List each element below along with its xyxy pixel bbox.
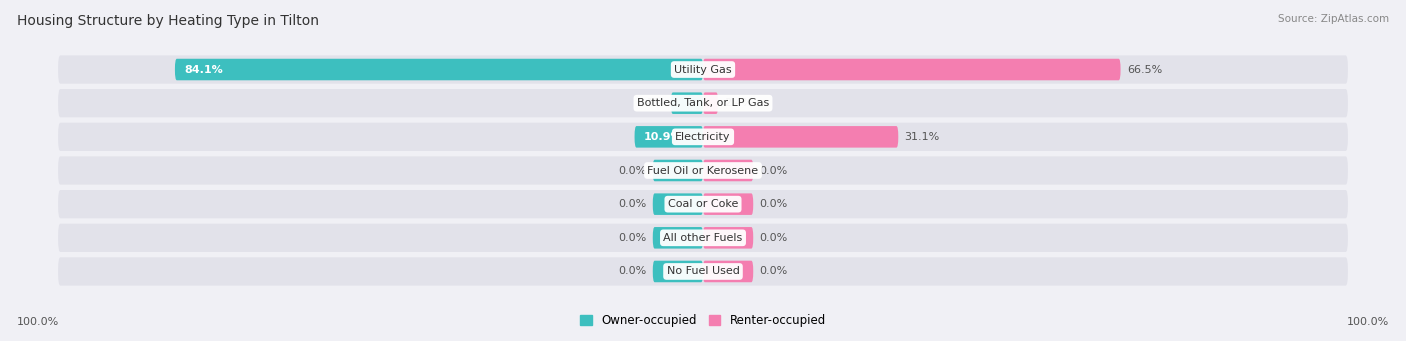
FancyBboxPatch shape: [703, 227, 754, 249]
Text: 100.0%: 100.0%: [17, 317, 59, 327]
Text: Bottled, Tank, or LP Gas: Bottled, Tank, or LP Gas: [637, 98, 769, 108]
FancyBboxPatch shape: [671, 92, 703, 114]
Text: Source: ZipAtlas.com: Source: ZipAtlas.com: [1278, 14, 1389, 24]
FancyBboxPatch shape: [58, 157, 1348, 184]
Text: 0.0%: 0.0%: [619, 233, 647, 243]
Text: 0.0%: 0.0%: [759, 199, 787, 209]
FancyBboxPatch shape: [703, 126, 898, 148]
Text: Fuel Oil or Kerosene: Fuel Oil or Kerosene: [647, 165, 759, 176]
FancyBboxPatch shape: [703, 261, 754, 282]
Text: 84.1%: 84.1%: [184, 64, 224, 75]
FancyBboxPatch shape: [652, 160, 703, 181]
FancyBboxPatch shape: [58, 224, 1348, 252]
FancyBboxPatch shape: [652, 261, 703, 282]
Text: Electricity: Electricity: [675, 132, 731, 142]
FancyBboxPatch shape: [58, 89, 1348, 117]
Text: 2.4%: 2.4%: [724, 98, 752, 108]
Text: 0.0%: 0.0%: [759, 233, 787, 243]
Text: No Fuel Used: No Fuel Used: [666, 266, 740, 277]
FancyBboxPatch shape: [703, 59, 1121, 80]
Text: 0.0%: 0.0%: [619, 266, 647, 277]
Text: 100.0%: 100.0%: [1347, 317, 1389, 327]
FancyBboxPatch shape: [652, 227, 703, 249]
Text: All other Fuels: All other Fuels: [664, 233, 742, 243]
FancyBboxPatch shape: [703, 92, 718, 114]
Legend: Owner-occupied, Renter-occupied: Owner-occupied, Renter-occupied: [575, 309, 831, 332]
FancyBboxPatch shape: [703, 193, 754, 215]
Text: Utility Gas: Utility Gas: [675, 64, 731, 75]
Text: 66.5%: 66.5%: [1126, 64, 1163, 75]
Text: Coal or Coke: Coal or Coke: [668, 199, 738, 209]
FancyBboxPatch shape: [58, 257, 1348, 286]
FancyBboxPatch shape: [634, 126, 703, 148]
FancyBboxPatch shape: [174, 59, 703, 80]
Text: 5.1%: 5.1%: [637, 98, 665, 108]
Text: 0.0%: 0.0%: [759, 165, 787, 176]
Text: Housing Structure by Heating Type in Tilton: Housing Structure by Heating Type in Til…: [17, 14, 319, 28]
FancyBboxPatch shape: [58, 55, 1348, 84]
FancyBboxPatch shape: [58, 123, 1348, 151]
Text: 0.0%: 0.0%: [619, 165, 647, 176]
FancyBboxPatch shape: [652, 193, 703, 215]
Text: 31.1%: 31.1%: [904, 132, 939, 142]
Text: 0.0%: 0.0%: [759, 266, 787, 277]
Text: 0.0%: 0.0%: [619, 199, 647, 209]
Text: 10.9%: 10.9%: [644, 132, 682, 142]
FancyBboxPatch shape: [703, 160, 754, 181]
FancyBboxPatch shape: [58, 190, 1348, 218]
